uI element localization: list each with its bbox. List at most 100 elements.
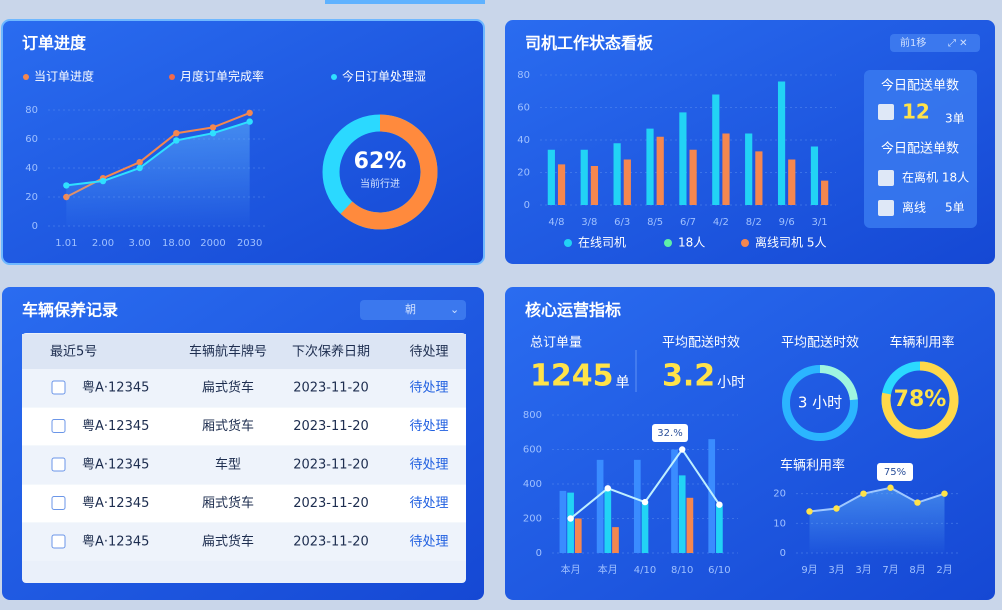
point [99,177,107,185]
bar [678,475,686,553]
y-tick-label: 0 [536,548,542,559]
area-fill [66,121,250,226]
annotation: 32.% [657,428,682,439]
checkbox[interactable] [51,419,66,433]
point [246,109,253,117]
dropdown-label[interactable]: 朝 [405,303,416,316]
checkbox[interactable] [51,380,66,395]
series-line [66,120,250,187]
bar [755,151,763,205]
legend-dot [23,74,29,80]
y-tick-label: 800 [523,410,542,421]
checkbox[interactable] [51,496,66,510]
table-action[interactable]: 待处理 [409,496,448,511]
y-tick-label: 400 [523,479,542,490]
x-tick-label: 4/2 [713,217,729,228]
checkbox[interactable] [51,457,66,472]
bar [646,128,654,205]
y-tick-label: 60 [517,103,530,114]
avatar [878,170,894,186]
table-header [22,334,466,370]
y-tick-label: 0 [524,200,530,211]
toolbar-label[interactable]: 前1移 [900,36,926,49]
bar [656,136,664,205]
area-fill [809,487,945,553]
legend-label: 离线司机 5人 [755,235,826,250]
dropdown[interactable] [360,300,466,320]
y-tick-label: 600 [523,445,542,456]
table-cell: 粤A·12345 [82,418,149,434]
ring-title: 平均配送时效 [781,336,859,351]
gauge-value: 62% [354,149,407,174]
point [136,164,143,172]
ring-text: 3 小时 [798,394,842,412]
bar [633,459,641,553]
table-action[interactable]: 待处理 [409,419,448,434]
bar [689,149,697,205]
series-line [809,486,945,513]
point [136,159,143,166]
legend-dot [169,74,175,80]
bar [574,518,582,553]
kpi-value: 3.2 [662,359,715,394]
x-tick-label: 9/6 [779,217,795,228]
panel-title: 订单进度 [22,34,87,53]
x-tick-label: 3月 [828,564,844,576]
avatar [878,200,894,216]
gauge-caption: 当前行进 [360,177,400,190]
point [246,118,253,125]
legend-dot [741,239,749,247]
gauge-title: 车辆利用率 [889,335,954,351]
bar [745,133,753,205]
annotation-box [652,424,688,442]
trend-title: 车辆利用率 [780,458,845,474]
point [914,499,921,506]
legend-dot [564,239,572,247]
table-row [22,446,466,484]
table-header-cell: 待处理 [409,345,448,360]
bar [557,164,566,205]
table-cell: 粤A·12345 [82,495,149,511]
table-action[interactable]: 待处理 [409,535,448,550]
x-tick-label: 本月 [561,563,581,576]
x-tick-label: 1.01 [55,238,77,249]
point [833,505,840,512]
x-tick-label: 4/10 [634,565,656,576]
point [887,484,894,491]
kpi-unit: 单 [616,375,630,391]
x-tick-label: 7月 [882,564,898,576]
bar [559,490,567,553]
annotation-box [877,463,913,481]
table-row [22,407,466,446]
bar [613,143,621,205]
card-row-label: 在离机 18人 [902,170,969,185]
bar [716,504,723,553]
y-tick-label: 40 [517,135,530,146]
kpi-label: 平均配送时效 [662,336,740,351]
bar [712,94,720,205]
point [604,485,611,492]
point [63,182,70,189]
table-cell: 粤A·12345 [82,380,149,396]
bar [547,149,555,205]
table-row [22,369,466,407]
checkbox[interactable] [51,534,66,549]
bar [623,159,631,205]
point [209,130,217,137]
table-action[interactable]: 待处理 [409,381,448,396]
toolbar-icons[interactable]: ⤢ ✕ [948,38,968,49]
toolbar[interactable] [890,34,980,52]
table-action[interactable]: 待处理 [409,458,448,473]
table-cell: 2023-11-20 [293,535,369,550]
dropdown-arrow[interactable]: ⌄ [450,303,459,316]
legend-label: 今日订单处理湿 [342,69,426,84]
legend-label: 当订单进度 [34,69,94,84]
card-subtitle: 今日配送单数 [881,141,959,157]
x-tick-label: 8/10 [671,565,693,576]
x-tick-label: 6/3 [614,217,630,228]
bar [686,497,694,553]
table-cell: 扁式货车 [202,534,254,550]
point [860,490,867,497]
bar [708,439,716,553]
bar [641,501,649,553]
